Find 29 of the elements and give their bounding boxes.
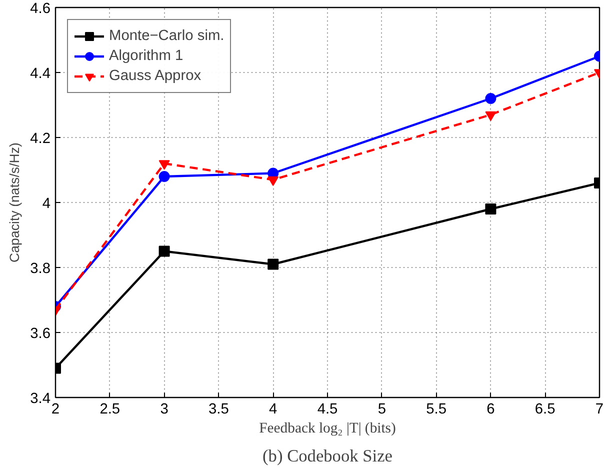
x-tick-label: 5 bbox=[378, 402, 386, 418]
point bbox=[158, 171, 170, 182]
point bbox=[268, 176, 279, 186]
x-tick-label: 2.5 bbox=[100, 402, 120, 418]
y-tick-label: 3.4 bbox=[30, 391, 50, 407]
y-tick-label: 4.6 bbox=[30, 1, 50, 17]
y-tick-label: 3.6 bbox=[30, 326, 50, 342]
x-tick-label: 2 bbox=[51, 402, 60, 418]
x-tick-label: 3 bbox=[160, 402, 168, 418]
x-axis-title: Feedback log₂ |T| (bits) bbox=[259, 420, 396, 436]
x-tick-label: 7 bbox=[595, 402, 604, 418]
text: (b) Codebook Size bbox=[262, 446, 393, 466]
x-tick-label: 4.5 bbox=[317, 402, 338, 418]
legend-label: Gauss Approx bbox=[109, 68, 202, 84]
y-tick-label: 4.4 bbox=[30, 66, 50, 82]
point bbox=[158, 246, 170, 257]
x-tick-label: 6.5 bbox=[534, 402, 556, 418]
y-axis-title: Capacity (nats/s/Hz) bbox=[7, 142, 22, 262]
x-tick-label: 3.5 bbox=[208, 402, 229, 418]
legend-label: Monte−Carlo sim. bbox=[109, 28, 224, 44]
y-tick-label: 4.2 bbox=[30, 131, 50, 147]
legend-label: Algorithm 1 bbox=[109, 48, 184, 64]
y-tick-label: 3.8 bbox=[30, 261, 50, 277]
point bbox=[268, 258, 279, 270]
x-tick-label: 5.5 bbox=[426, 402, 446, 418]
x-tick-label: 6 bbox=[486, 402, 495, 418]
x-tick-label: 4 bbox=[269, 402, 278, 418]
y-tick-label: 4 bbox=[42, 196, 51, 212]
point bbox=[158, 160, 170, 170]
